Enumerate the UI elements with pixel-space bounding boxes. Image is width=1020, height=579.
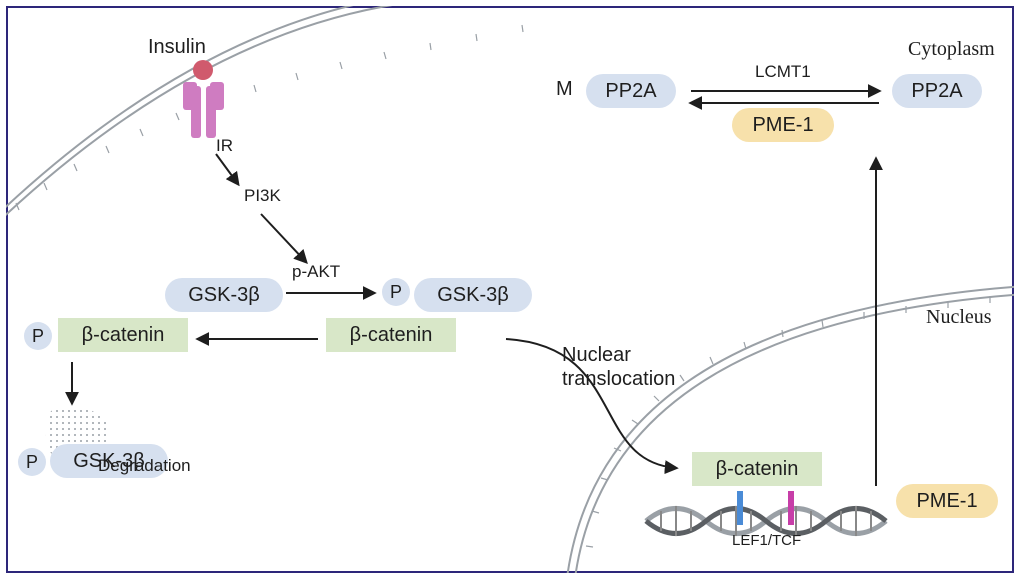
cell-membrane bbox=[6, 6, 566, 224]
pme1-nucleus-node: PME-1 bbox=[896, 484, 998, 518]
pme1-cytoplasm-node: PME-1 bbox=[732, 108, 834, 142]
gsk3b-p-badge: P bbox=[382, 278, 410, 306]
lcmt1-label: LCMT1 bbox=[755, 62, 811, 82]
insulin-label: Insulin bbox=[148, 36, 206, 59]
gsk3b-nuc-p-badge: P bbox=[18, 448, 46, 476]
bcat-node: β-catenin bbox=[326, 318, 456, 352]
ir-label: IR bbox=[216, 136, 233, 156]
nuclear-translocation-label-1: Nuclear bbox=[562, 344, 631, 367]
lef1-icon bbox=[737, 491, 743, 525]
gsk3b-node: GSK-3β bbox=[165, 278, 283, 312]
pp2a-node: PP2A bbox=[892, 74, 982, 108]
nucleus-label: Nucleus bbox=[926, 306, 992, 329]
degradation-label: Degradation bbox=[98, 456, 191, 476]
nucleus-membrane bbox=[566, 286, 1014, 573]
lef1-tcf-label: LEF1/TCF bbox=[732, 532, 801, 549]
bcat-p-node: β-catenin bbox=[58, 318, 188, 352]
nuclear-translocation-label-2: translocation bbox=[562, 368, 675, 391]
cytoplasm-label: Cytoplasm bbox=[908, 38, 995, 61]
bcat-nuc-node: β-catenin bbox=[692, 452, 822, 486]
tcf-icon bbox=[788, 491, 794, 525]
bcat-p-badge: P bbox=[24, 322, 52, 350]
pi3k-label: PI3K bbox=[244, 186, 281, 206]
pakt-label: p-AKT bbox=[292, 262, 340, 282]
gsk3b-p-node: GSK-3β bbox=[414, 278, 532, 312]
pp2a-m-node: PP2A bbox=[586, 74, 676, 108]
dna-icon bbox=[646, 491, 886, 536]
m-badge-label: M bbox=[556, 78, 573, 101]
